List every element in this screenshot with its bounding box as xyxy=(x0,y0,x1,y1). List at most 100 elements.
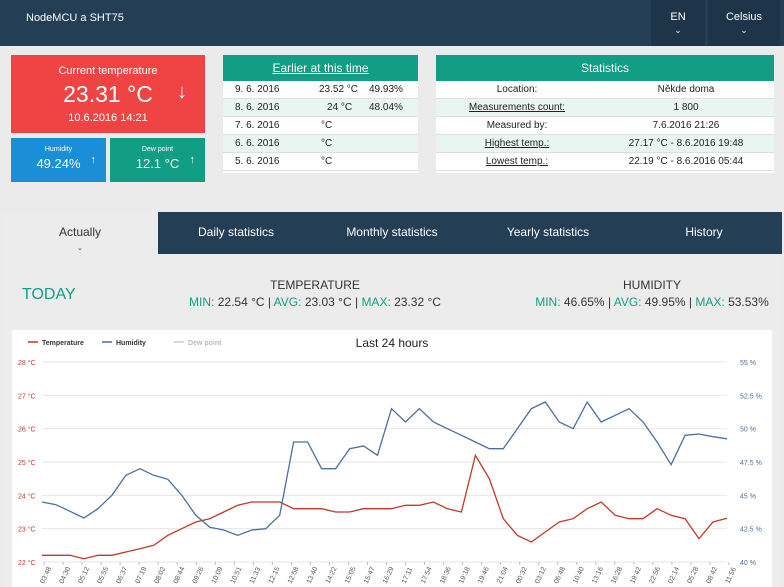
dew-point-label: Dew point xyxy=(141,146,174,153)
x-tick-label: 04:30 xyxy=(58,566,72,585)
tab-monthly-statistics[interactable]: Monthly statistics xyxy=(346,225,438,239)
min-value: 22.54 °C xyxy=(217,295,265,309)
stat-value: Někde doma xyxy=(657,84,715,95)
humidity-panel: Humidity 49.24% ↑ xyxy=(11,138,106,182)
max-value: 53.53% xyxy=(728,295,769,309)
row-temp: 23.52 °C xyxy=(319,84,359,95)
y-left-tick-label: 23 °C xyxy=(18,526,36,534)
table-row: 8. 6. 2016 24 °C 48.04% xyxy=(223,99,418,117)
series-line-temperature xyxy=(42,453,728,560)
arrow-down-icon: ↓ xyxy=(177,81,187,103)
table-row: 7. 6. 2016 °C xyxy=(223,117,418,135)
max-label: MAX: xyxy=(361,295,391,309)
chevron-down-icon: ⌄ xyxy=(740,25,748,35)
row-date: 7. 6. 2016 xyxy=(235,120,280,131)
x-tick-label: 14:22 xyxy=(325,566,339,585)
y-left-tick-label: 22 °C xyxy=(18,559,36,567)
row-temp: 24 °C xyxy=(327,102,353,113)
row-date: 6. 6. 2016 xyxy=(235,138,280,149)
row-date: 5. 6. 2016 xyxy=(235,156,280,167)
x-tick-label: 12:58 xyxy=(287,566,301,585)
language-selector-button[interactable]: EN ⌄ xyxy=(651,0,705,46)
humidity-label: Humidity xyxy=(44,146,73,153)
table-row: 5. 6. 2016 °C xyxy=(223,153,418,171)
stat-value: 7.6.2016 21:26 xyxy=(652,120,720,131)
x-tick-label: 19:46 xyxy=(477,566,491,585)
x-tick-label: 09:26 xyxy=(192,566,206,585)
x-tick-label: 10:09 xyxy=(211,566,225,585)
avg-value: 49.95% xyxy=(644,295,686,309)
today-heading: TODAY xyxy=(22,286,76,303)
x-tick-label: 12:15 xyxy=(268,566,282,585)
x-tick-label: 03:12 xyxy=(534,566,548,585)
current-temperature-value: 23.31 °C xyxy=(63,81,153,107)
earlier-table-header: Earlier at this time xyxy=(223,55,418,81)
legend-item-dew-point: Dew point xyxy=(188,340,222,347)
y-left-tick-label: 28 °C xyxy=(18,359,36,367)
highest-temp-link[interactable]: Highest temp.: xyxy=(484,138,550,149)
legend-item-temperature: Temperature xyxy=(42,340,84,347)
tab-daily-statistics[interactable]: Daily statistics xyxy=(197,225,274,239)
y-right-tick-label: 50 % xyxy=(740,427,756,434)
x-tick-label: 16:28 xyxy=(610,566,624,585)
table-row: Location: Někde doma xyxy=(436,81,774,99)
chart-title: Last 24 hours xyxy=(356,336,429,350)
x-tick-label: 22:56 xyxy=(648,566,662,585)
tab-actually[interactable]: Actually ⌄ xyxy=(2,212,158,254)
stat-label: Location: xyxy=(496,84,538,95)
humidity-value: 49.24% xyxy=(36,156,81,171)
tab-yearly-statistics[interactable]: Yearly statistics xyxy=(506,225,590,239)
y-left-tick-label: 27 °C xyxy=(18,392,36,400)
x-tick-label: 17:54 xyxy=(420,566,434,585)
row-temp: °C xyxy=(321,120,333,131)
stat-value: 1 800 xyxy=(673,102,699,113)
x-tick-label: 13:40 xyxy=(306,566,320,585)
tab-history[interactable]: History xyxy=(685,225,723,239)
current-datetime: 10.6.2016 14:21 xyxy=(68,112,148,124)
stat-value: 27.17 °C - 8.6.2016 19:48 xyxy=(628,138,744,149)
language-label: EN xyxy=(670,11,686,23)
series-line-humidity xyxy=(41,400,728,536)
x-tick-label: 08:02 xyxy=(154,566,168,585)
measurements-count-link[interactable]: Measurements count: xyxy=(468,102,566,113)
stat-value: 22.19 °C - 8.6.2016 05:44 xyxy=(628,156,744,167)
x-tick-label: 19:18 xyxy=(458,566,472,585)
row-temp: °C xyxy=(321,156,333,167)
top-navbar: NodeMCU a SHT75 EN ⌄ Celsius ⌄ xyxy=(0,0,784,46)
lowest-temp-link[interactable]: Lowest temp.: xyxy=(485,156,549,167)
table-row: Measurements count: 1 800 xyxy=(436,99,774,117)
y-right-tick-label: 47.5 % xyxy=(740,460,762,467)
y-right-tick-label: 52.5 % xyxy=(740,393,762,400)
temperature-summary: TEMPERATURE MIN: 22.54 °C | AVG: 23.03 °… xyxy=(170,278,460,309)
chevron-down-icon: ⌄ xyxy=(76,243,84,252)
earlier-title-link[interactable]: Earlier at this time xyxy=(272,61,369,75)
table-row: Lowest temp.: 22.19 °C - 8.6.2016 05:44 xyxy=(436,153,774,171)
unit-selector-button[interactable]: Celsius ⌄ xyxy=(708,0,780,46)
statistics-table: Statistics Location: Někde doma Measureme… xyxy=(436,55,774,173)
humidity-summary: HUMIDITY MIN: 46.65% | AVG: 49.95% | MAX… xyxy=(520,278,784,309)
x-tick-label: 18:36 xyxy=(439,566,453,585)
y-left-tick-label: 25 °C xyxy=(18,459,36,467)
max-label: MAX: xyxy=(695,295,725,309)
avg-label: AVG: xyxy=(613,295,642,309)
x-tick-label: 02:14 xyxy=(667,566,681,585)
x-tick-label: 10:51 xyxy=(230,566,244,585)
x-tick-label: 19:42 xyxy=(629,566,643,585)
line-chart: 22 °C 23 °C 24 °C 25 °C 26 °C 27 °C 28 °C 40 % 4… xyxy=(18,336,762,585)
x-tick-label: 05:12 xyxy=(78,566,92,585)
temperature-summary-title: TEMPERATURE xyxy=(270,278,360,292)
statistics-header: Statistics xyxy=(436,55,774,81)
chevron-down-icon: ⌄ xyxy=(674,25,682,35)
x-tick-label: 07:19 xyxy=(135,566,149,585)
arrow-up-icon: ↑ xyxy=(90,154,97,166)
x-tick-label: 05:55 xyxy=(97,566,111,585)
x-tick-label: 21:04 xyxy=(496,566,510,585)
y-right-tick-label: 40 % xyxy=(740,560,756,567)
tab-bar: Actually ⌄ Daily statistics Monthly stat… xyxy=(2,212,782,254)
table-row: Highest temp.: 27.17 °C - 8.6.2016 19:48 xyxy=(436,135,774,153)
humidity-summary-values: MIN: 46.65% | AVG: 49.95% | MAX: 53.53% xyxy=(535,295,769,309)
table-row: 6. 6. 2016 °C xyxy=(223,135,418,153)
x-tick-label: 11:33 xyxy=(249,566,263,584)
arrow-up-icon: ↑ xyxy=(189,154,196,166)
min-value: 46.65% xyxy=(563,295,605,309)
